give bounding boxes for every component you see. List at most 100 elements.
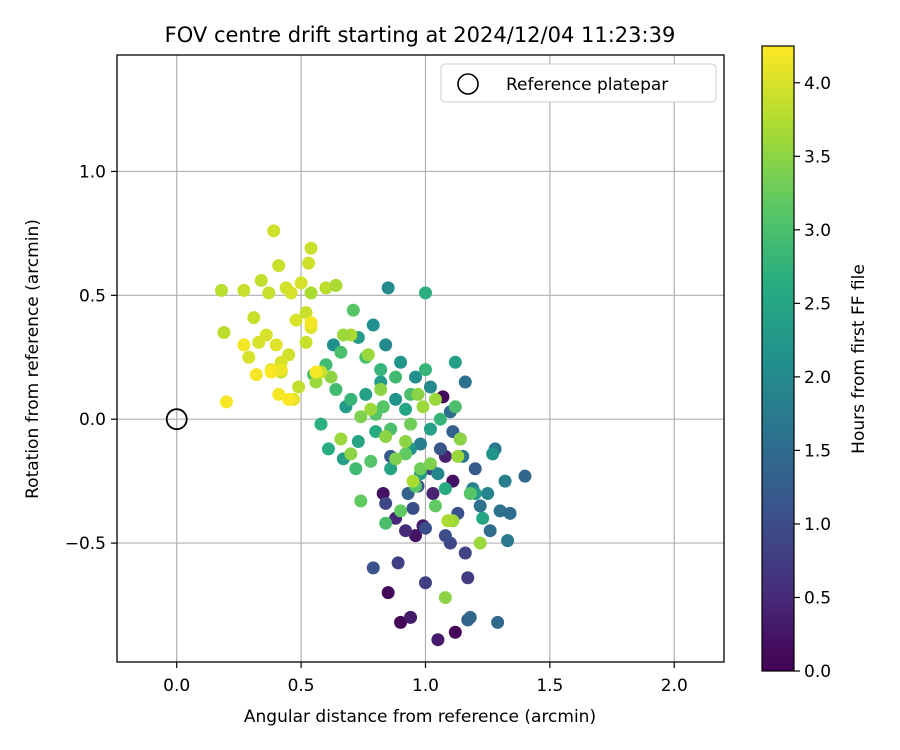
x-tick-label: 0.0 [163, 676, 190, 696]
data-point [376, 400, 390, 414]
data-point [359, 387, 373, 401]
scatter-points [214, 224, 532, 647]
x-axis-ticks: 0.0 0.5 1.0 1.5 2.0 [163, 662, 688, 696]
data-point [376, 487, 390, 501]
data-point [321, 442, 335, 456]
colorbar-tick-label: 1.5 [804, 441, 831, 461]
data-point [329, 382, 343, 396]
data-point [394, 504, 408, 518]
data-point [438, 482, 452, 496]
data-point [354, 410, 368, 424]
data-point [214, 283, 228, 297]
data-point [319, 281, 333, 295]
data-point [428, 499, 442, 513]
data-point [399, 434, 413, 448]
data-point [254, 273, 268, 287]
data-point [498, 474, 512, 488]
y-tick-label: −0.5 [65, 534, 106, 554]
data-point [304, 316, 318, 330]
data-point [354, 494, 368, 508]
legend-label: Reference platepar [506, 75, 668, 95]
data-point [309, 365, 323, 379]
colorbar: 0.0 0.5 1.0 1.5 2.0 2.5 3.0 3.5 4.0 Hours from f… [761, 45, 869, 682]
data-point [364, 454, 378, 468]
data-point [453, 432, 467, 446]
data-point [384, 462, 398, 476]
data-point [219, 395, 233, 409]
data-point [423, 380, 437, 394]
colorbar-label: Hours from first FF file [849, 264, 869, 454]
data-point [247, 311, 261, 325]
colorbar-tick-label: 3.5 [804, 147, 831, 167]
data-point [237, 338, 251, 352]
data-point [431, 467, 445, 481]
data-point [448, 400, 462, 414]
data-point [299, 306, 313, 320]
data-point [272, 259, 286, 273]
data-point [381, 586, 395, 600]
y-tick-label: 0.0 [79, 410, 106, 430]
data-point [458, 375, 472, 389]
data-point [503, 506, 517, 520]
data-point [483, 524, 497, 538]
data-point [491, 615, 505, 629]
x-tick-label: 0.5 [288, 676, 315, 696]
colorbar-tick-label: 0.5 [804, 588, 831, 608]
legend-marker-icon [457, 73, 479, 95]
data-point [379, 516, 393, 530]
colorbar-gradient [761, 45, 795, 672]
data-point [294, 276, 308, 290]
data-point [404, 610, 418, 624]
plot-area: 0.0 0.5 1.0 1.5 2.0 −0.5 0.0 0.5 1.0 [65, 54, 725, 696]
data-point [473, 536, 487, 550]
data-point [394, 355, 408, 369]
data-point [304, 286, 318, 300]
data-point [389, 392, 403, 406]
data-point [344, 447, 358, 461]
data-point [374, 382, 388, 396]
colorbar-tick-label: 2.5 [804, 294, 831, 314]
data-point [433, 412, 447, 426]
data-point [374, 363, 388, 377]
colorbar-tick-label: 2.0 [804, 368, 831, 388]
plot-frame [116, 54, 725, 663]
data-point [351, 434, 365, 448]
data-point [468, 462, 482, 476]
data-point [441, 514, 455, 528]
data-point [448, 625, 462, 639]
data-point [411, 387, 425, 401]
data-point [299, 335, 313, 349]
data-point [458, 546, 472, 560]
data-point [418, 521, 432, 535]
reference-platepar-marker [165, 408, 188, 431]
data-point [418, 286, 432, 300]
data-point [381, 281, 395, 295]
data-point [438, 529, 452, 543]
data-point [329, 278, 343, 292]
data-point [252, 335, 266, 349]
data-point [431, 633, 445, 647]
data-point [364, 402, 378, 416]
data-point [426, 487, 440, 501]
data-point [282, 392, 296, 406]
data-point [448, 355, 462, 369]
data-point [269, 338, 283, 352]
data-point [438, 591, 452, 605]
plot-background [117, 55, 724, 662]
data-point [433, 442, 447, 456]
data-point [423, 422, 437, 436]
data-point [369, 425, 383, 439]
x-tick-label: 1.5 [536, 676, 563, 696]
data-point [476, 511, 490, 525]
data-point [391, 556, 405, 570]
data-point [272, 387, 286, 401]
data-point [237, 283, 251, 297]
data-point [324, 370, 338, 384]
x-axis-label: Angular distance from reference (arcmin) [244, 707, 596, 727]
x-tick-label: 1.0 [412, 676, 439, 696]
data-point [334, 345, 348, 359]
data-point [486, 447, 500, 461]
data-point [366, 561, 380, 575]
data-point [274, 363, 288, 377]
